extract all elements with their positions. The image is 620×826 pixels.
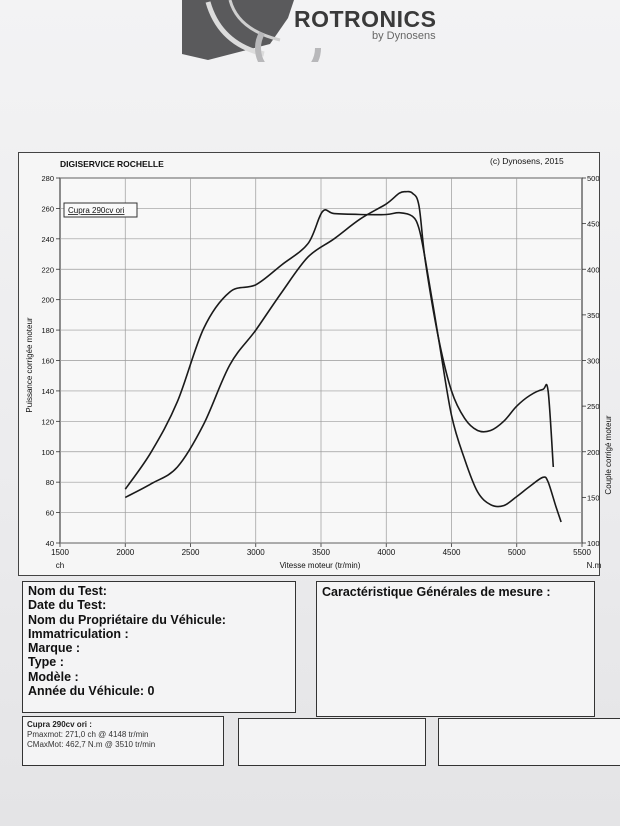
y2-tick-label: 450 [587,220,600,229]
y2-tick-label: 400 [587,265,600,274]
test-info-line: Nom du Test: [28,584,107,598]
y2-axis-label: Couple corrigé moteur [604,415,613,494]
test-info-box [22,581,296,713]
x-tick-label: 5500 [573,548,591,557]
x-axis-label: Vitesse moteur (tr/min) [280,561,361,570]
y-tick-label: 240 [41,235,54,244]
characteristics-box [316,581,595,717]
y-tick-label: 140 [41,387,54,396]
test-info-lines: Nom du Test: Date du Test: Nom du Propriét… [28,584,226,698]
x-tick-label: 2500 [182,548,200,557]
y2-tick-label: 350 [587,311,600,320]
y-tick-label: 200 [41,296,54,305]
x-tick-label: 4500 [443,548,461,557]
y-tick-label: 60 [46,509,54,518]
y-tick-label: 100 [41,448,54,457]
test-info-line: Immatriculation : [28,626,129,641]
y-tick-label: 220 [41,265,54,274]
torque-curve [124,209,562,523]
brand-subtitle: by Dynosens [372,30,436,42]
power-curve [124,190,555,499]
summary: Cupra 290cv ori : Pmaxmot: 271,0 ch @ 41… [27,720,155,750]
chart-header-right: (c) Dynosens, 2015 [490,156,564,166]
test-info-line: Modèle : [28,669,79,684]
summary-cmax: CMaxMot: 462,7 N.m @ 3510 tr/min [27,740,156,749]
y-tick-label: 160 [41,357,54,366]
x-tick-label: 5000 [508,548,526,557]
test-info-line: Marque : [28,641,81,656]
test-info-line: Année du Véhicule: 0 [28,684,155,699]
y2-tick-label: 200 [587,448,600,457]
chart-header-left: DIGISERVICE ROCHELLE [60,159,164,169]
y-tick-label: 40 [46,539,54,548]
test-info-line: Date du Test: [28,598,107,613]
y-tick-label: 180 [41,326,54,335]
x-tick-label: 1500 [51,548,69,557]
y-tick-label: 120 [41,417,54,426]
x-tick-label: 3500 [312,548,330,557]
brand-name: ROTRONICS [294,6,437,32]
signature-box [238,718,426,766]
y-tick-label: 80 [46,478,54,487]
legend-label: Cupra 290cv ori [68,206,125,215]
summary-pmax: Pmaxmot: 271,0 ch @ 4148 tr/min [27,730,149,739]
y2-tick-label: 300 [587,357,600,366]
stamp-box [438,718,620,766]
summary-box [22,716,224,766]
y2-tick-label: 500 [587,174,600,183]
rotronics-logo [182,0,321,62]
test-info-line: Nom du Propriétaire du Véhicule: [28,612,226,627]
dyno-chart: 1500 2000 2500 3000 3500 4000 4500 5000 5500 40 60… [25,174,613,570]
y2-unit-label: N.m [587,561,602,570]
x-tick-label: 4000 [377,548,395,557]
y-axis-label: Puissance corrigée moteur [25,317,34,412]
x-unit-label: ch [56,561,64,570]
x-tick-label: 3000 [247,548,265,557]
y-tick-label: 260 [41,204,54,213]
test-info-line: Type : [28,655,64,670]
legend-box [63,202,138,218]
summary-name: Cupra 290cv ori : [27,720,92,729]
y2-tick-label: 250 [587,402,600,411]
characteristics-title: Caractéristique Générales de mesure : [322,585,551,599]
y-tick-label: 280 [41,174,54,183]
y2-tick-label: 100 [587,539,600,548]
y2-tick-label: 150 [587,493,600,502]
x-tick-label: 2000 [116,548,134,557]
